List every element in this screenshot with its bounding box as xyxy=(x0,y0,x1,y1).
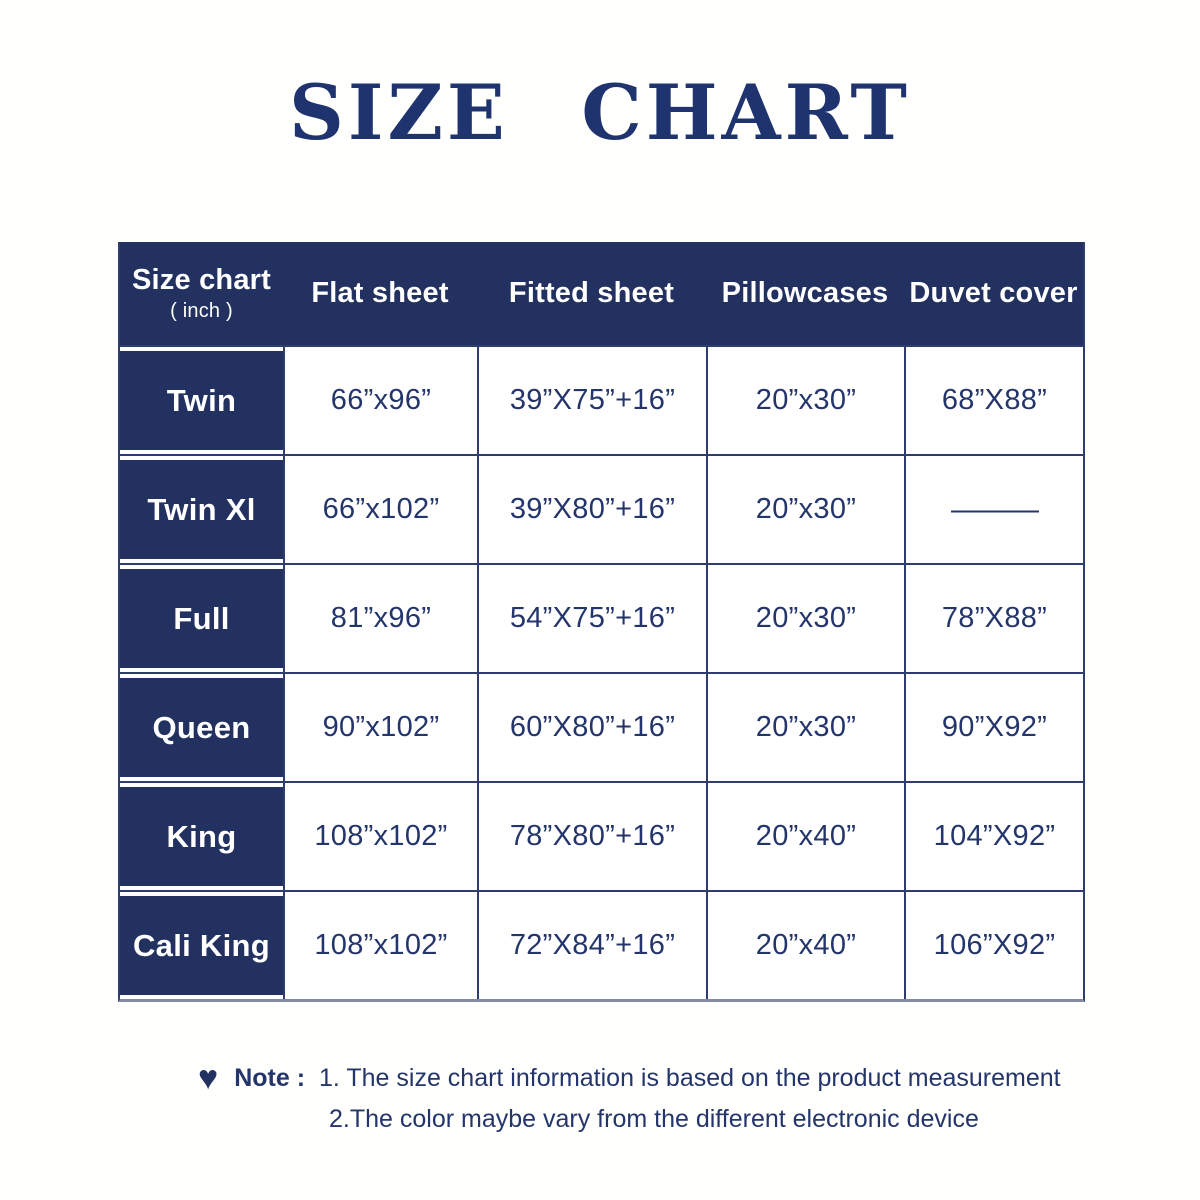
header-fitted-sheet: Fitted sheet xyxy=(477,242,706,345)
size-cell-full: Full xyxy=(120,563,283,672)
flat-sheet-value: 108”x102” xyxy=(283,890,477,999)
page-title: SIZE CHART xyxy=(289,68,911,157)
note-label: Note : xyxy=(234,1064,306,1092)
heart-icon: ♥ xyxy=(198,1059,219,1097)
size-cell-cali-king: Cali King xyxy=(120,890,283,999)
flat-sheet-value: 81”x96” xyxy=(283,563,477,672)
size-cell-twin-xl: Twin Xl xyxy=(120,454,283,563)
fitted-sheet-value: 39”X75”+16” xyxy=(477,345,706,454)
size-label: King xyxy=(120,787,283,886)
size-cell-twin: Twin xyxy=(120,345,283,454)
flat-sheet-value: 66”x102” xyxy=(283,454,477,563)
size-label: Twin Xl xyxy=(120,460,283,559)
size-label: Cali King xyxy=(120,896,283,995)
fitted-sheet-value: 78”X80”+16” xyxy=(477,781,706,890)
duvet-cover-value: 78”X88” xyxy=(904,563,1083,672)
fitted-sheet-value: 39”X80”+16” xyxy=(477,454,706,563)
size-cell-queen: Queen xyxy=(120,672,283,781)
size-label: Twin xyxy=(120,351,283,450)
size-label: Queen xyxy=(120,678,283,777)
size-cell-king: King xyxy=(120,781,283,890)
flat-sheet-value: 90”x102” xyxy=(283,672,477,781)
duvet-cover-value: 90”X92” xyxy=(904,672,1083,781)
pillowcases-value: 20”x40” xyxy=(706,781,904,890)
fitted-sheet-value: 72”X84”+16” xyxy=(477,890,706,999)
duvet-cover-value: ——— xyxy=(904,454,1083,563)
header-size-chart: Size chart ( inch ) xyxy=(120,242,283,345)
flat-sheet-value: 66”x96” xyxy=(283,345,477,454)
pillowcases-value: 20”x30” xyxy=(706,672,904,781)
pillowcases-value: 20”x30” xyxy=(706,563,904,672)
pillowcases-value: 20”x30” xyxy=(706,454,904,563)
duvet-cover-value: 106”X92” xyxy=(904,890,1083,999)
header-pillowcases: Pillowcases xyxy=(706,242,904,345)
note-line-2: 2.The color maybe vary from the differen… xyxy=(329,1105,979,1133)
duvet-cover-value: 68”X88” xyxy=(904,345,1083,454)
fitted-sheet-value: 60”X80”+16” xyxy=(477,672,706,781)
fitted-sheet-value: 54”X75”+16” xyxy=(477,563,706,672)
header-duvet-cover: Duvet cover xyxy=(904,242,1083,345)
note-line-1: 1. The size chart information is based o… xyxy=(319,1064,1061,1092)
note-lines: 1. The size chart information is based o… xyxy=(319,1062,1061,1135)
duvet-cover-value: 104”X92” xyxy=(904,781,1083,890)
header-size-chart-label: Size chart xyxy=(132,264,271,297)
header-size-chart-unit: ( inch ) xyxy=(170,299,233,322)
header-flat-sheet: Flat sheet xyxy=(283,242,477,345)
note-section: ♥ Note : 1. The size chart information i… xyxy=(198,1059,1061,1135)
flat-sheet-value: 108”x102” xyxy=(283,781,477,890)
size-label: Full xyxy=(120,569,283,668)
size-chart-table: Size chart ( inch ) Flat sheet Fitted sh… xyxy=(118,242,1085,1002)
pillowcases-value: 20”x40” xyxy=(706,890,904,999)
pillowcases-value: 20”x30” xyxy=(706,345,904,454)
